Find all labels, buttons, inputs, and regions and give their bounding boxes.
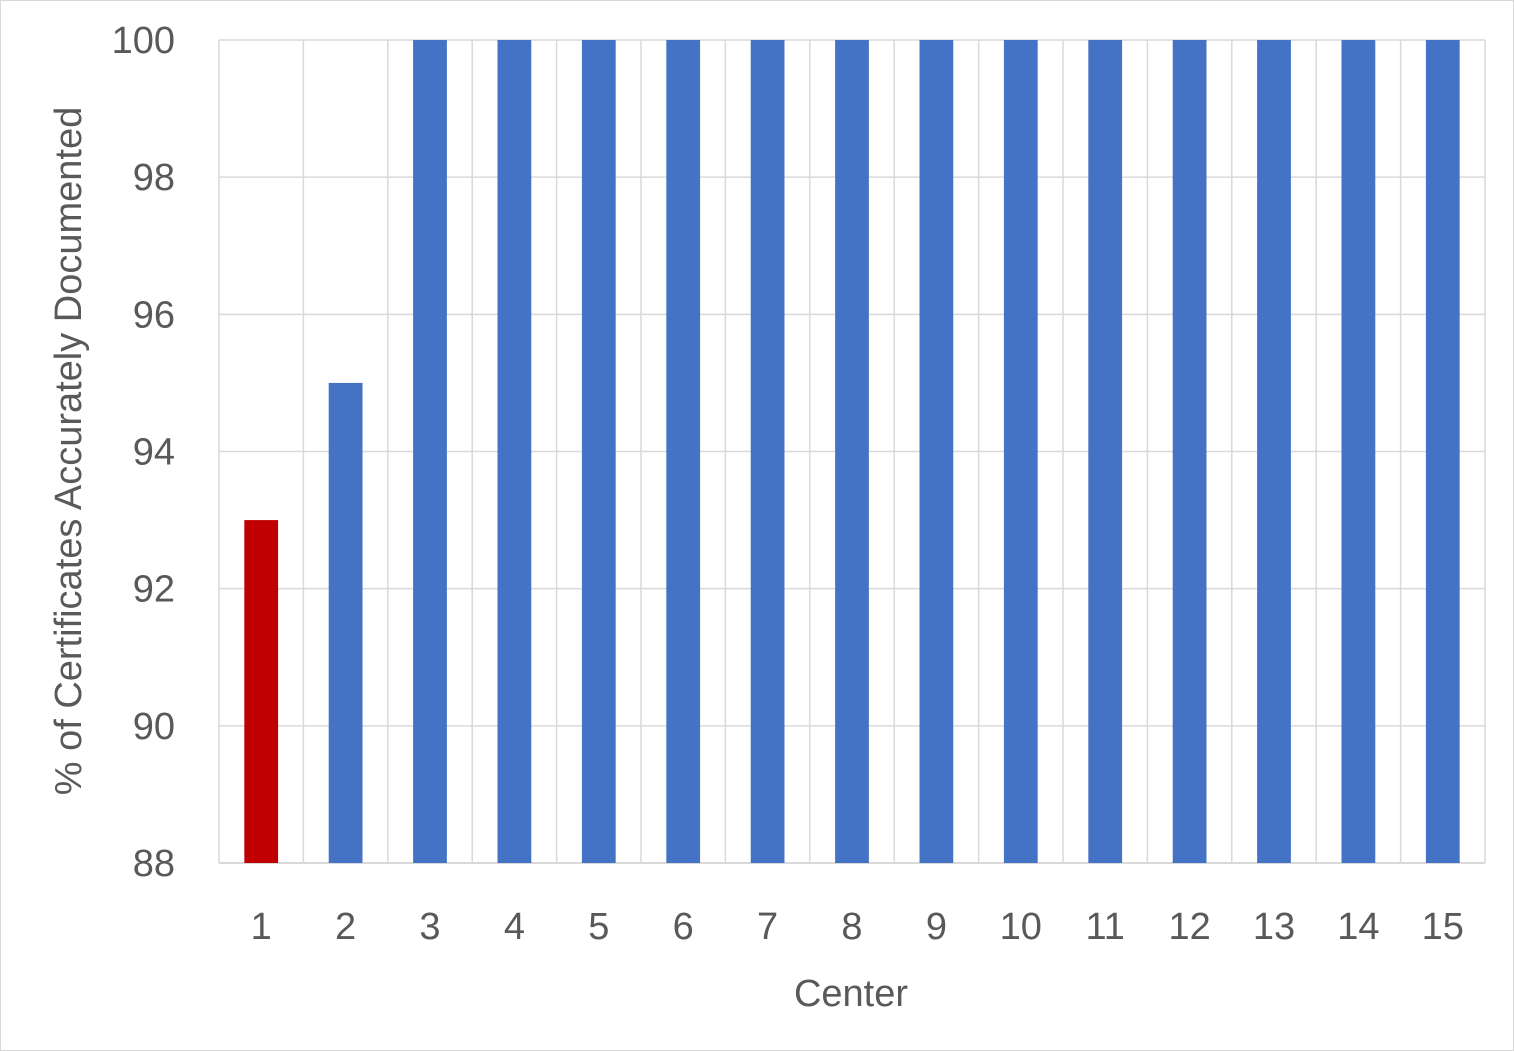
y-tick-label: 92 — [133, 569, 175, 611]
bar-center-10 — [1003, 40, 1038, 863]
bar-center-4 — [497, 40, 532, 863]
bar-center-6 — [666, 40, 701, 863]
bar-center-15 — [1425, 40, 1460, 863]
x-tick-label: 3 — [419, 906, 440, 948]
x-tick-labels: 1 2 3 4 5 6 7 8 9 10 11 12 13 14 15 — [251, 906, 1464, 948]
y-tick-label: 98 — [133, 157, 175, 199]
x-tick-label: 12 — [1168, 906, 1210, 948]
bar-center-9 — [919, 40, 954, 863]
bar-center-11 — [1088, 40, 1123, 863]
x-tick-label: 10 — [1000, 906, 1042, 948]
bar-center-1 — [244, 520, 279, 863]
x-axis-title: Center — [794, 973, 908, 1015]
bar-center-3 — [413, 40, 447, 863]
y-tick-label: 94 — [133, 432, 175, 474]
x-tick-label: 9 — [926, 906, 947, 948]
bar-center-13 — [1257, 40, 1291, 863]
y-tick-label: 88 — [133, 843, 175, 885]
y-axis-title: % of Certificates Accurately Documented — [48, 107, 90, 796]
bar-center-8 — [835, 40, 869, 863]
x-tick-label: 5 — [588, 906, 609, 948]
x-tick-label: 6 — [673, 906, 694, 948]
x-tick-label: 4 — [504, 906, 525, 948]
x-tick-label: 14 — [1337, 906, 1379, 948]
x-tick-label: 7 — [757, 906, 778, 948]
bars — [244, 40, 1460, 863]
y-tick-label: 96 — [133, 294, 175, 336]
x-tick-label: 2 — [335, 906, 356, 948]
y-tick-label: 90 — [133, 706, 175, 748]
x-tick-label: 13 — [1253, 906, 1295, 948]
bar-center-2 — [328, 382, 363, 863]
y-tick-label: 100 — [112, 20, 175, 62]
x-tick-label: 8 — [841, 906, 862, 948]
bar-center-7 — [750, 40, 785, 863]
bar-center-5 — [581, 40, 616, 863]
y-tick-labels: 88 90 92 94 96 98 100 — [112, 20, 175, 885]
x-tick-label: 1 — [251, 906, 272, 948]
bar-center-12 — [1172, 40, 1207, 863]
bar-center-14 — [1341, 40, 1376, 863]
x-tick-label: 11 — [1085, 906, 1124, 948]
x-tick-label: 15 — [1422, 906, 1464, 948]
